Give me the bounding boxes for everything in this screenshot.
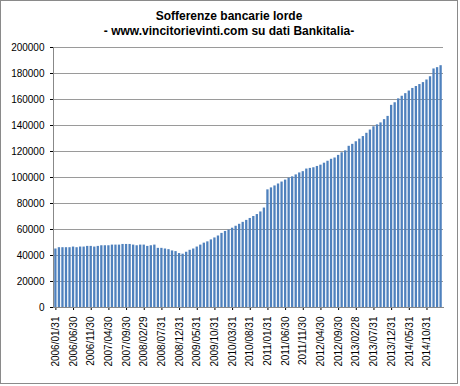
svg-text:2012/09/30: 2012/09/30: [333, 316, 344, 366]
svg-text:100000: 100000: [11, 172, 45, 183]
svg-text:2012/04/30: 2012/04/30: [315, 316, 326, 366]
svg-text:2010/03/31: 2010/03/31: [227, 316, 238, 366]
svg-text:160000: 160000: [11, 94, 45, 105]
svg-text:2008/12/31: 2008/12/31: [174, 316, 185, 366]
svg-text:2006/11/30: 2006/11/30: [85, 316, 96, 366]
svg-text:2007/04/30: 2007/04/30: [103, 316, 114, 366]
svg-text:2011/06/30: 2011/06/30: [280, 316, 291, 366]
svg-text:2007/09/30: 2007/09/30: [121, 316, 132, 366]
svg-text:2013/07/31: 2013/07/31: [368, 316, 379, 366]
svg-text:2008/02/29: 2008/02/29: [138, 316, 149, 366]
svg-text:0: 0: [39, 302, 45, 313]
svg-text:2006/01/31: 2006/01/31: [50, 316, 61, 366]
svg-text:2009/05/31: 2009/05/31: [191, 316, 202, 366]
svg-text:2008/07/31: 2008/07/31: [156, 316, 167, 366]
svg-text:140000: 140000: [11, 120, 45, 131]
svg-text:2010/08/31: 2010/08/31: [244, 316, 255, 366]
svg-text:2014/05/31: 2014/05/31: [404, 316, 415, 366]
html-text:- www.vincitorievinti.com su d: - www.vincitorievinti.com su dati Bankit…: [103, 24, 355, 38]
svg-text:20000: 20000: [17, 276, 45, 287]
svg-text:2013/12/31: 2013/12/31: [386, 316, 397, 366]
svg-text:120000: 120000: [11, 146, 45, 157]
svg-text:2006/06/30: 2006/06/30: [68, 316, 79, 366]
svg-text:2011/11/30: 2011/11/30: [297, 316, 308, 365]
svg-text:2014/10/31: 2014/10/31: [421, 316, 432, 366]
svg-text:80000: 80000: [17, 198, 45, 209]
svg-text:60000: 60000: [17, 224, 45, 235]
svg-text:2013/02/28: 2013/02/28: [350, 316, 361, 366]
svg-text:180000: 180000: [11, 68, 45, 79]
svg-text:2011/01/31: 2011/01/31: [262, 316, 273, 366]
svg-text:200000: 200000: [11, 42, 45, 53]
html-text:Sofferenze bancarie lorde: Sofferenze bancarie lorde: [155, 9, 303, 23]
svg-text:2009/10/31: 2009/10/31: [209, 316, 220, 366]
svg-text:40000: 40000: [17, 250, 45, 261]
